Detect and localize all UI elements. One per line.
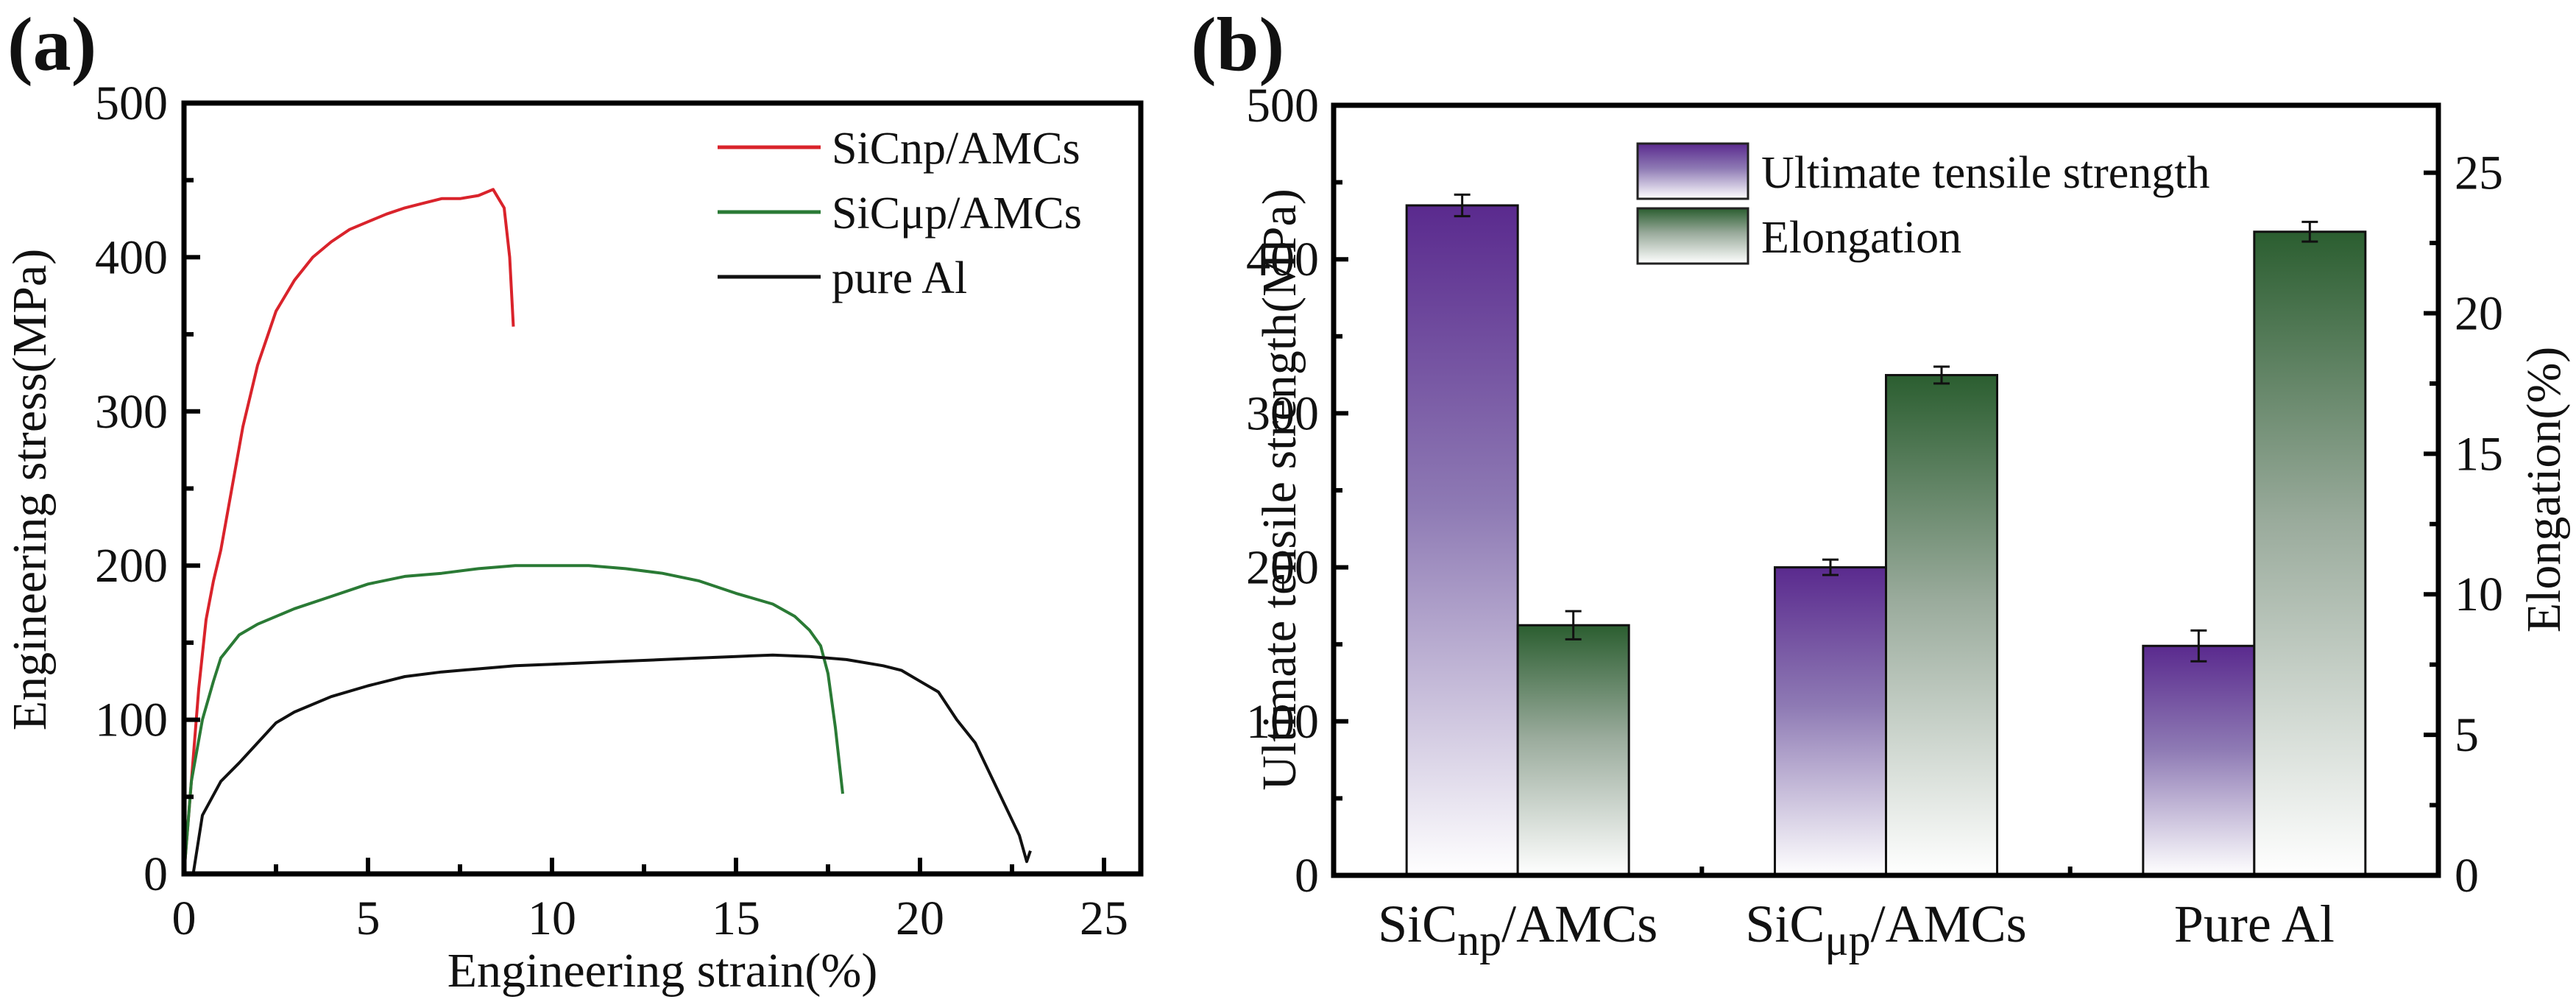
- error-bar: [2190, 629, 2207, 663]
- bar-elongation: [2253, 230, 2367, 877]
- bar-uts: [1405, 204, 1519, 877]
- error-bar: [1822, 558, 1839, 576]
- panel-a-y-axis-title: Engineering stress(MPa): [3, 249, 57, 730]
- y-tick-label: 400: [95, 230, 168, 284]
- bar-uts: [1774, 566, 1887, 877]
- error-bar: [1933, 365, 1950, 385]
- panel-a-plot-area: [183, 188, 1032, 875]
- y-tick-label: 300: [95, 385, 168, 439]
- series-line-pure-al: [191, 653, 1032, 875]
- panel-b-category-labels: SiCnp/AMCs SiCμp/AMCs Pure Al: [1378, 895, 2335, 964]
- right-tick-label: 0: [2455, 849, 2479, 903]
- panel-a: (a) 0 5 10 15 20 25 0 100 200 300 400 500 Engineeri…: [3, 2, 1144, 998]
- legend-label: SiCnp/AMCs: [832, 124, 1080, 174]
- category-label-subscript: μp: [1825, 916, 1870, 964]
- panel-a-x-axis-title: Engineering strain(%): [447, 944, 878, 998]
- category-label-main: Pure Al: [2174, 895, 2335, 953]
- x-tick-label: 25: [1080, 892, 1128, 945]
- panel-b-left-axis-title: Ultimate tensile strength(MPa): [1253, 188, 1306, 791]
- right-tick-label: 5: [2455, 708, 2479, 762]
- error-bar: [2301, 220, 2318, 243]
- panel-b-right-axis-title: Elongation(%): [2517, 347, 2571, 633]
- x-tick-label: 20: [896, 892, 944, 945]
- bar-elongation: [1516, 624, 1630, 877]
- x-tick-label: 0: [172, 892, 197, 945]
- right-tick-label: 15: [2455, 427, 2503, 481]
- panel-b-legend: Ultimate tensile strength Elongation: [1636, 142, 2210, 265]
- panel-b-label: (b): [1191, 2, 1284, 87]
- category-label: SiCμp/AMCs: [1745, 895, 2026, 964]
- legend-item: pure Al: [718, 253, 967, 303]
- category-label-main: SiC: [1745, 895, 1825, 953]
- panel-b-plot-area: [1405, 193, 2367, 877]
- error-bar: [1454, 193, 1471, 218]
- error-bar: [1565, 610, 1582, 641]
- legend-swatch: [1636, 142, 1749, 200]
- bar-uts: [2142, 644, 2256, 877]
- category-label: SiCnp/AMCs: [1378, 895, 1657, 964]
- legend-item: SiCnp/AMCs: [718, 124, 1080, 174]
- legend-label: Ultimate tensile strength: [1761, 148, 2210, 198]
- category-label-rest: /AMCs: [1501, 895, 1657, 953]
- category-label: Pure Al: [2174, 895, 2335, 953]
- legend-item: Elongation: [1636, 207, 1961, 265]
- y-tick-label: 100: [95, 694, 168, 747]
- legend-label: SiCμp/AMCs: [832, 188, 1082, 239]
- panel-a-legend: SiCnp/AMCs SiCμp/AMCs pure Al: [718, 124, 1082, 303]
- left-tick-label: 0: [1295, 849, 1319, 903]
- category-label-rest: /AMCs: [1871, 895, 2027, 953]
- category-label-main: SiC: [1378, 895, 1457, 953]
- series-line-sicnp-amcs: [183, 188, 515, 875]
- y-tick-label: 500: [95, 77, 168, 130]
- legend-item: Ultimate tensile strength: [1636, 142, 2210, 200]
- panel-b-axes: 0 100 200 300 400 500 0 5 10 15 20 25: [1246, 79, 2503, 903]
- bar-elongation: [1885, 373, 1998, 877]
- left-tick-label: 100: [1246, 695, 1319, 749]
- right-tick-label: 20: [2455, 286, 2503, 340]
- legend-label: Elongation: [1761, 213, 1961, 263]
- left-tick-label: 200: [1246, 541, 1319, 595]
- panel-a-label: (a): [7, 2, 96, 87]
- x-tick-label: 5: [356, 892, 381, 945]
- series-line-sic-p-amcs: [183, 564, 844, 875]
- panel-b: (b) 0 100 200 300 400 500 0 5 10 15 20 25 Ultimate …: [1191, 2, 2571, 964]
- y-tick-label: 200: [95, 539, 168, 593]
- right-tick-label: 10: [2455, 568, 2503, 621]
- x-tick-label: 15: [712, 892, 760, 945]
- y-tick-label: 0: [144, 847, 168, 901]
- legend-swatch: [1636, 207, 1749, 265]
- legend-label: pure Al: [832, 253, 967, 303]
- panel-a-axes: 0 5 10 15 20 25 0 100 200 300 400 500: [95, 77, 1144, 945]
- category-label-subscript: np: [1457, 916, 1501, 964]
- x-tick-label: 10: [528, 892, 576, 945]
- left-tick-label: 300: [1246, 387, 1319, 440]
- left-tick-label: 400: [1246, 233, 1319, 286]
- left-tick-label: 500: [1246, 79, 1319, 133]
- right-tick-label: 25: [2455, 147, 2503, 200]
- legend-item: SiCμp/AMCs: [718, 188, 1082, 239]
